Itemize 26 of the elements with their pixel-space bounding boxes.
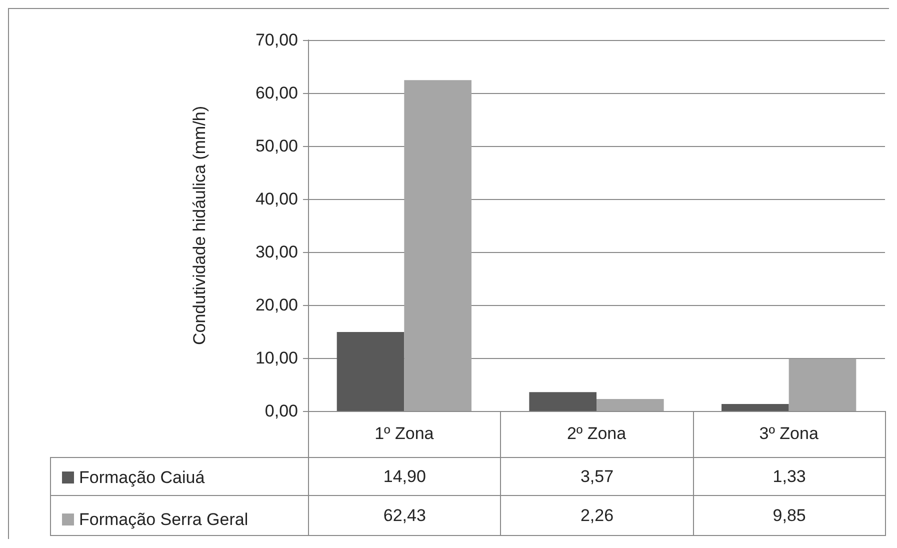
- bar: [529, 392, 596, 411]
- data-label: 3,57: [500, 457, 694, 496]
- y-tick-label: 30,00: [255, 242, 298, 262]
- bar: [596, 399, 664, 411]
- bar: [404, 80, 472, 411]
- bar: [722, 404, 789, 411]
- x-tick-label: 3º Zona: [759, 424, 819, 443]
- bar: [788, 358, 856, 411]
- y-tick-label: 20,00: [255, 296, 298, 314]
- y-tick-label: 40,00: [255, 190, 298, 208]
- y-axis-title: Condutividade hidáulica (mm/h): [190, 106, 209, 346]
- data-label: 9,85: [692, 495, 886, 536]
- legend-label: Formação Caiuá: [79, 468, 206, 487]
- bar: [336, 332, 404, 411]
- x-tick-label: 2º Zona: [566, 424, 627, 443]
- y-tick-label: 0,00: [264, 402, 298, 420]
- data-label: 1,33: [692, 457, 886, 496]
- data-label: 2,26: [500, 495, 694, 536]
- x-tick-label: 1º Zona: [374, 424, 434, 443]
- y-tick-label: 10,00: [255, 348, 298, 368]
- legend-label: Formação Serra Geral: [79, 510, 248, 529]
- data-label: 14,90: [308, 457, 502, 496]
- data-label: 62,43: [308, 495, 502, 536]
- y-tick-label: 70,00: [255, 30, 298, 50]
- y-tick-label: 60,00: [255, 84, 298, 102]
- y-tick-label: 50,00: [255, 136, 298, 156]
